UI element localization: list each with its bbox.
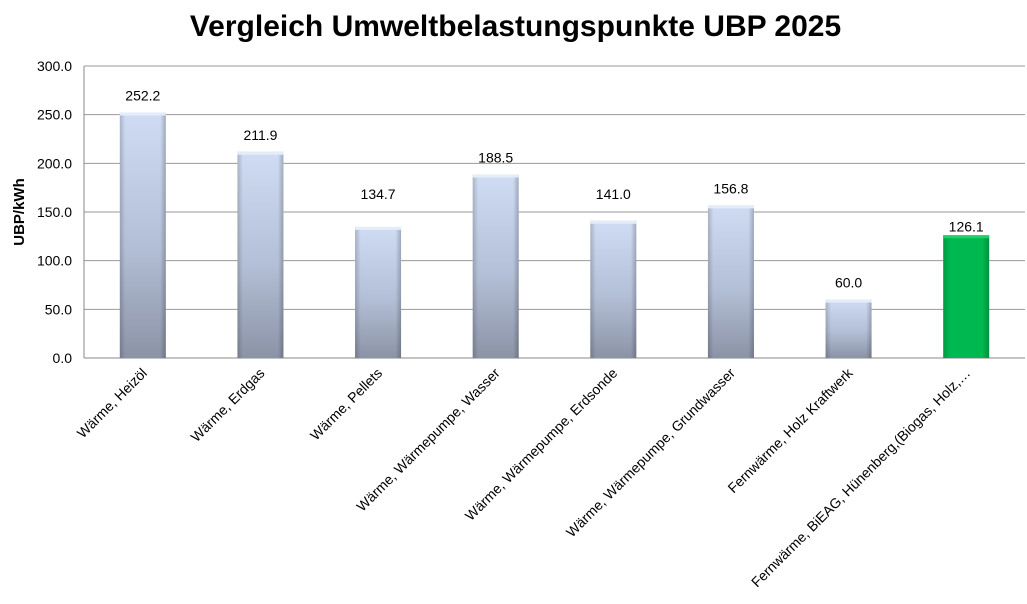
bar-top-highlight — [943, 235, 990, 239]
bar-top-highlight — [355, 226, 402, 230]
y-tick-label: 0.0 — [53, 350, 73, 366]
category-labels: Wärme, Heizöl Wärme, Erdgas Wärme, Pellets… — [74, 364, 974, 590]
gridlines — [84, 65, 1025, 310]
bar-shade — [119, 112, 166, 358]
data-label: 60.0 — [835, 275, 862, 291]
bars — [119, 112, 990, 358]
y-tick-labels: 0.0 50.0 100.0 150.0 200.0 250.0 300.0 — [37, 58, 72, 366]
bar-top-highlight — [707, 205, 754, 209]
data-labels: 252.2 211.9 134.7 188.5 141.0 156.8 60.0 126.1 — [125, 88, 984, 291]
data-label: 188.5 — [478, 150, 513, 166]
category-label: Wärme, Pellets — [307, 365, 385, 443]
bar — [237, 151, 284, 358]
y-tick-label: 150.0 — [37, 204, 72, 220]
bar-top-highlight — [590, 220, 637, 224]
bar-shade — [472, 174, 519, 358]
data-label: 156.8 — [713, 180, 748, 196]
y-tick-label: 100.0 — [37, 253, 72, 269]
bar-top-highlight — [119, 112, 166, 116]
bar — [590, 220, 637, 358]
bar-top-highlight — [237, 151, 284, 155]
data-label: 126.1 — [949, 218, 984, 234]
bar-top-highlight — [472, 174, 519, 178]
bar — [355, 226, 402, 358]
bar-shade — [237, 151, 284, 358]
bar — [119, 112, 166, 358]
bar — [943, 235, 990, 358]
bar — [707, 205, 754, 358]
data-label: 134.7 — [361, 186, 396, 202]
bar-shade — [355, 226, 402, 358]
y-tick-label: 250.0 — [37, 107, 72, 123]
y-axis-label: UBP/kWh — [11, 178, 28, 246]
bar — [472, 174, 519, 358]
data-label: 141.0 — [596, 186, 631, 202]
bar-top-highlight — [825, 299, 872, 303]
bar-fill — [943, 235, 990, 358]
data-label: 211.9 — [243, 127, 277, 143]
bar-shade — [825, 299, 872, 358]
chart-title: Vergleich Umweltbelastungspunkte UBP 202… — [189, 10, 842, 43]
bar-shade — [707, 205, 754, 358]
category-label: Fernwärme, BiEAG, Hünenberg,(Biogas, Hol… — [748, 365, 973, 590]
category-label: Wärme, Erdgas — [187, 365, 267, 445]
category-label: Fernwärme, Holz Kraftwerk — [724, 364, 856, 496]
y-tick-label: 300.0 — [37, 58, 72, 74]
y-tick-label: 50.0 — [45, 301, 72, 317]
data-label: 252.2 — [125, 88, 160, 104]
bar-shade — [590, 220, 637, 358]
y-tick-label: 200.0 — [37, 155, 72, 171]
category-label: Wärme, Wärmepumpe, Wasser — [353, 365, 503, 515]
category-label: Wärme, Heizöl — [74, 365, 150, 441]
bar — [825, 299, 872, 358]
